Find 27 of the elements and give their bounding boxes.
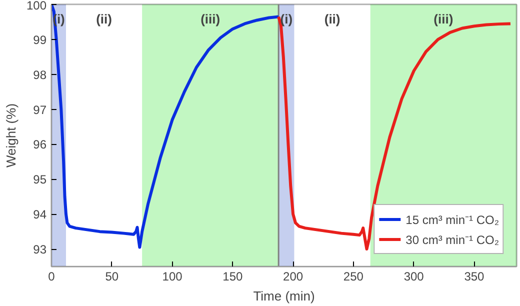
- band-label: (i): [280, 12, 293, 26]
- y-tick-label: 99: [33, 32, 47, 47]
- x-tick-label: 250: [343, 270, 364, 284]
- y-tick-label: 97: [33, 102, 47, 117]
- legend-label: 30 cm³ min⁻¹ CO₂: [406, 232, 499, 248]
- y-tick-label: 98: [33, 68, 47, 82]
- x-tick-label: 150: [222, 270, 244, 284]
- x-tick-label: 350: [464, 270, 485, 284]
- y-tick-label: 94: [33, 208, 47, 222]
- band-label: (iii): [200, 12, 220, 26]
- y-tick-label: 100: [26, 0, 47, 12]
- y-tick-label: 95: [33, 172, 47, 187]
- x-tick-label: 300: [404, 270, 424, 284]
- line-series: [52, 4, 280, 249]
- x-tick-label: 200: [283, 270, 304, 284]
- x-axis-title: Time (min): [253, 288, 315, 304]
- x-tick-label: 0: [48, 270, 56, 284]
- y-tick-label: 96: [33, 138, 47, 152]
- line-series: [277, 15, 512, 251]
- band-label: (ii): [96, 12, 112, 26]
- x-tick-label: 50: [105, 270, 119, 284]
- y-axis-title: Weight (%): [3, 103, 18, 168]
- x-tick-label: 100: [162, 270, 183, 284]
- legend-label: 15 cm³ min⁻¹ CO₂: [406, 212, 499, 228]
- band-label: (ii): [324, 12, 340, 26]
- band-label: (iii): [434, 12, 454, 26]
- y-tick-label: 93: [33, 242, 47, 257]
